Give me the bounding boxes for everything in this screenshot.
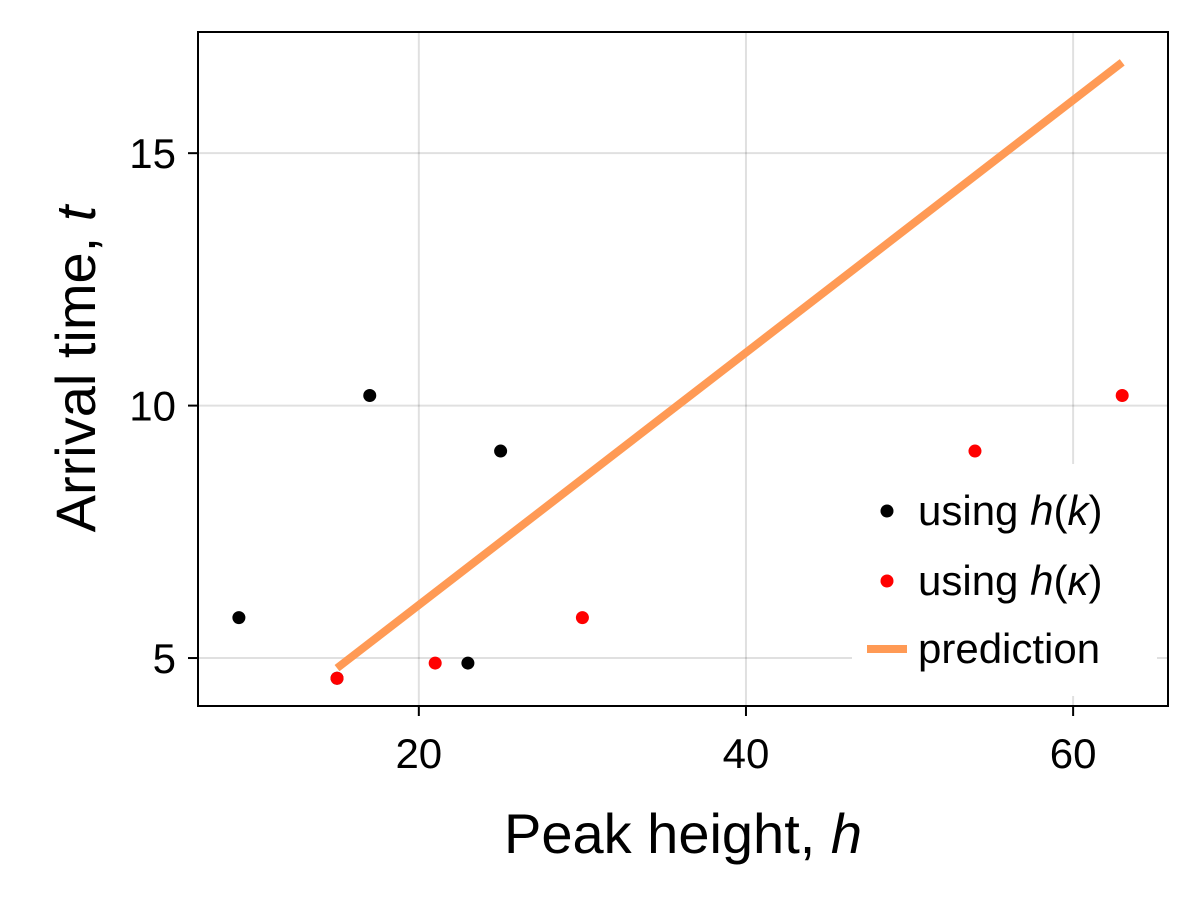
data-point-series-1 [461, 656, 475, 670]
data-point-series-2 [428, 656, 442, 670]
data-point-series-1 [232, 611, 246, 625]
x-tick-label: 40 [723, 730, 770, 777]
y-axis-label: Arrival time, t [44, 203, 107, 532]
x-axis-label: Peak height, h [504, 802, 862, 865]
y-tick-label: 5 [153, 635, 176, 682]
data-point-series-1 [494, 444, 508, 458]
data-point-series-2 [1115, 389, 1129, 403]
plot-frame [197, 31, 1169, 707]
prediction-line [334, 59, 1125, 672]
x-tick-label: 60 [1050, 730, 1097, 777]
legend-entry: using h(k) [918, 487, 1102, 534]
legend-marker [880, 504, 894, 518]
legend-entry: prediction [918, 625, 1100, 672]
legend: using h(k) using h(κ) prediction [852, 464, 1157, 696]
ticks: 20 40 60 5 10 15 [129, 130, 1096, 777]
legend-entry: using h(κ) [918, 557, 1102, 604]
data-point-series-2 [575, 611, 589, 625]
data-point-series-2 [330, 671, 344, 685]
y-tick-label: 10 [129, 383, 176, 430]
legend-marker [880, 574, 894, 588]
data-point-series-2 [968, 444, 982, 458]
series-layer [232, 59, 1129, 685]
x-tick-label: 20 [395, 730, 442, 777]
data-point-series-1 [363, 389, 377, 403]
legend-background [852, 464, 1157, 696]
y-tick-label: 15 [129, 130, 176, 177]
